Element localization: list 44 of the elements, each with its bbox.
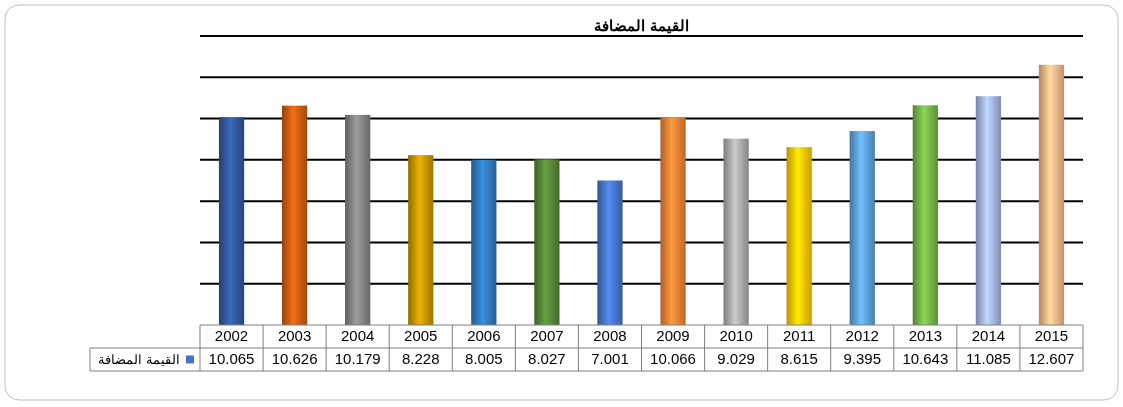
- data-label: 11.085: [966, 350, 1011, 368]
- x-tick-label: 2012: [845, 327, 879, 345]
- x-tick-label: 2015: [1034, 327, 1069, 345]
- x-tick-label: 2003: [277, 327, 312, 345]
- data-label: 10.179: [334, 350, 381, 368]
- x-tick-label: 2009: [656, 327, 690, 345]
- data-label: 10.066: [650, 350, 696, 368]
- data-label: 10.626: [271, 350, 318, 368]
- data-label: 9.395: [843, 350, 882, 368]
- bar: [1038, 64, 1065, 325]
- x-tick-label: 2006: [467, 327, 501, 345]
- x-tick-label: 2014: [971, 327, 1006, 345]
- bar: [218, 117, 245, 325]
- x-tick-label: 2002: [214, 327, 249, 345]
- data-label: 8.228: [401, 350, 440, 368]
- bar: [660, 117, 686, 325]
- bar: [534, 159, 560, 325]
- data-label: 10.065: [208, 350, 255, 368]
- bar: [975, 96, 1002, 325]
- bar: [597, 180, 623, 325]
- bar: [471, 159, 497, 325]
- bar: [408, 155, 434, 325]
- x-tick-label: 2011: [783, 327, 816, 345]
- x-tick-label: 2007: [530, 327, 564, 345]
- data-label: 8.005: [465, 350, 503, 368]
- bar: [912, 105, 938, 325]
- chart-title: القيمة المضافة: [594, 17, 689, 34]
- data-label: 8.027: [528, 350, 566, 368]
- data-label: 12.607: [1028, 350, 1075, 368]
- data-label: 9.029: [717, 350, 755, 368]
- bar: [281, 105, 308, 325]
- x-tick-label: 2004: [340, 327, 375, 345]
- legend-label: القيمة المضافة: [98, 351, 180, 367]
- x-tick-label: 2013: [908, 327, 943, 345]
- x-tick-label: 2005: [404, 327, 438, 345]
- x-tick-label: 2008: [593, 327, 627, 345]
- bar: [345, 114, 371, 325]
- data-label: 8.615: [780, 350, 818, 368]
- data-label: 10.643: [902, 350, 949, 368]
- bar: [786, 147, 812, 325]
- bar: [723, 138, 749, 325]
- data-label: 7.001: [591, 350, 629, 368]
- bar: [849, 131, 875, 325]
- x-tick-label: 2010: [719, 327, 753, 345]
